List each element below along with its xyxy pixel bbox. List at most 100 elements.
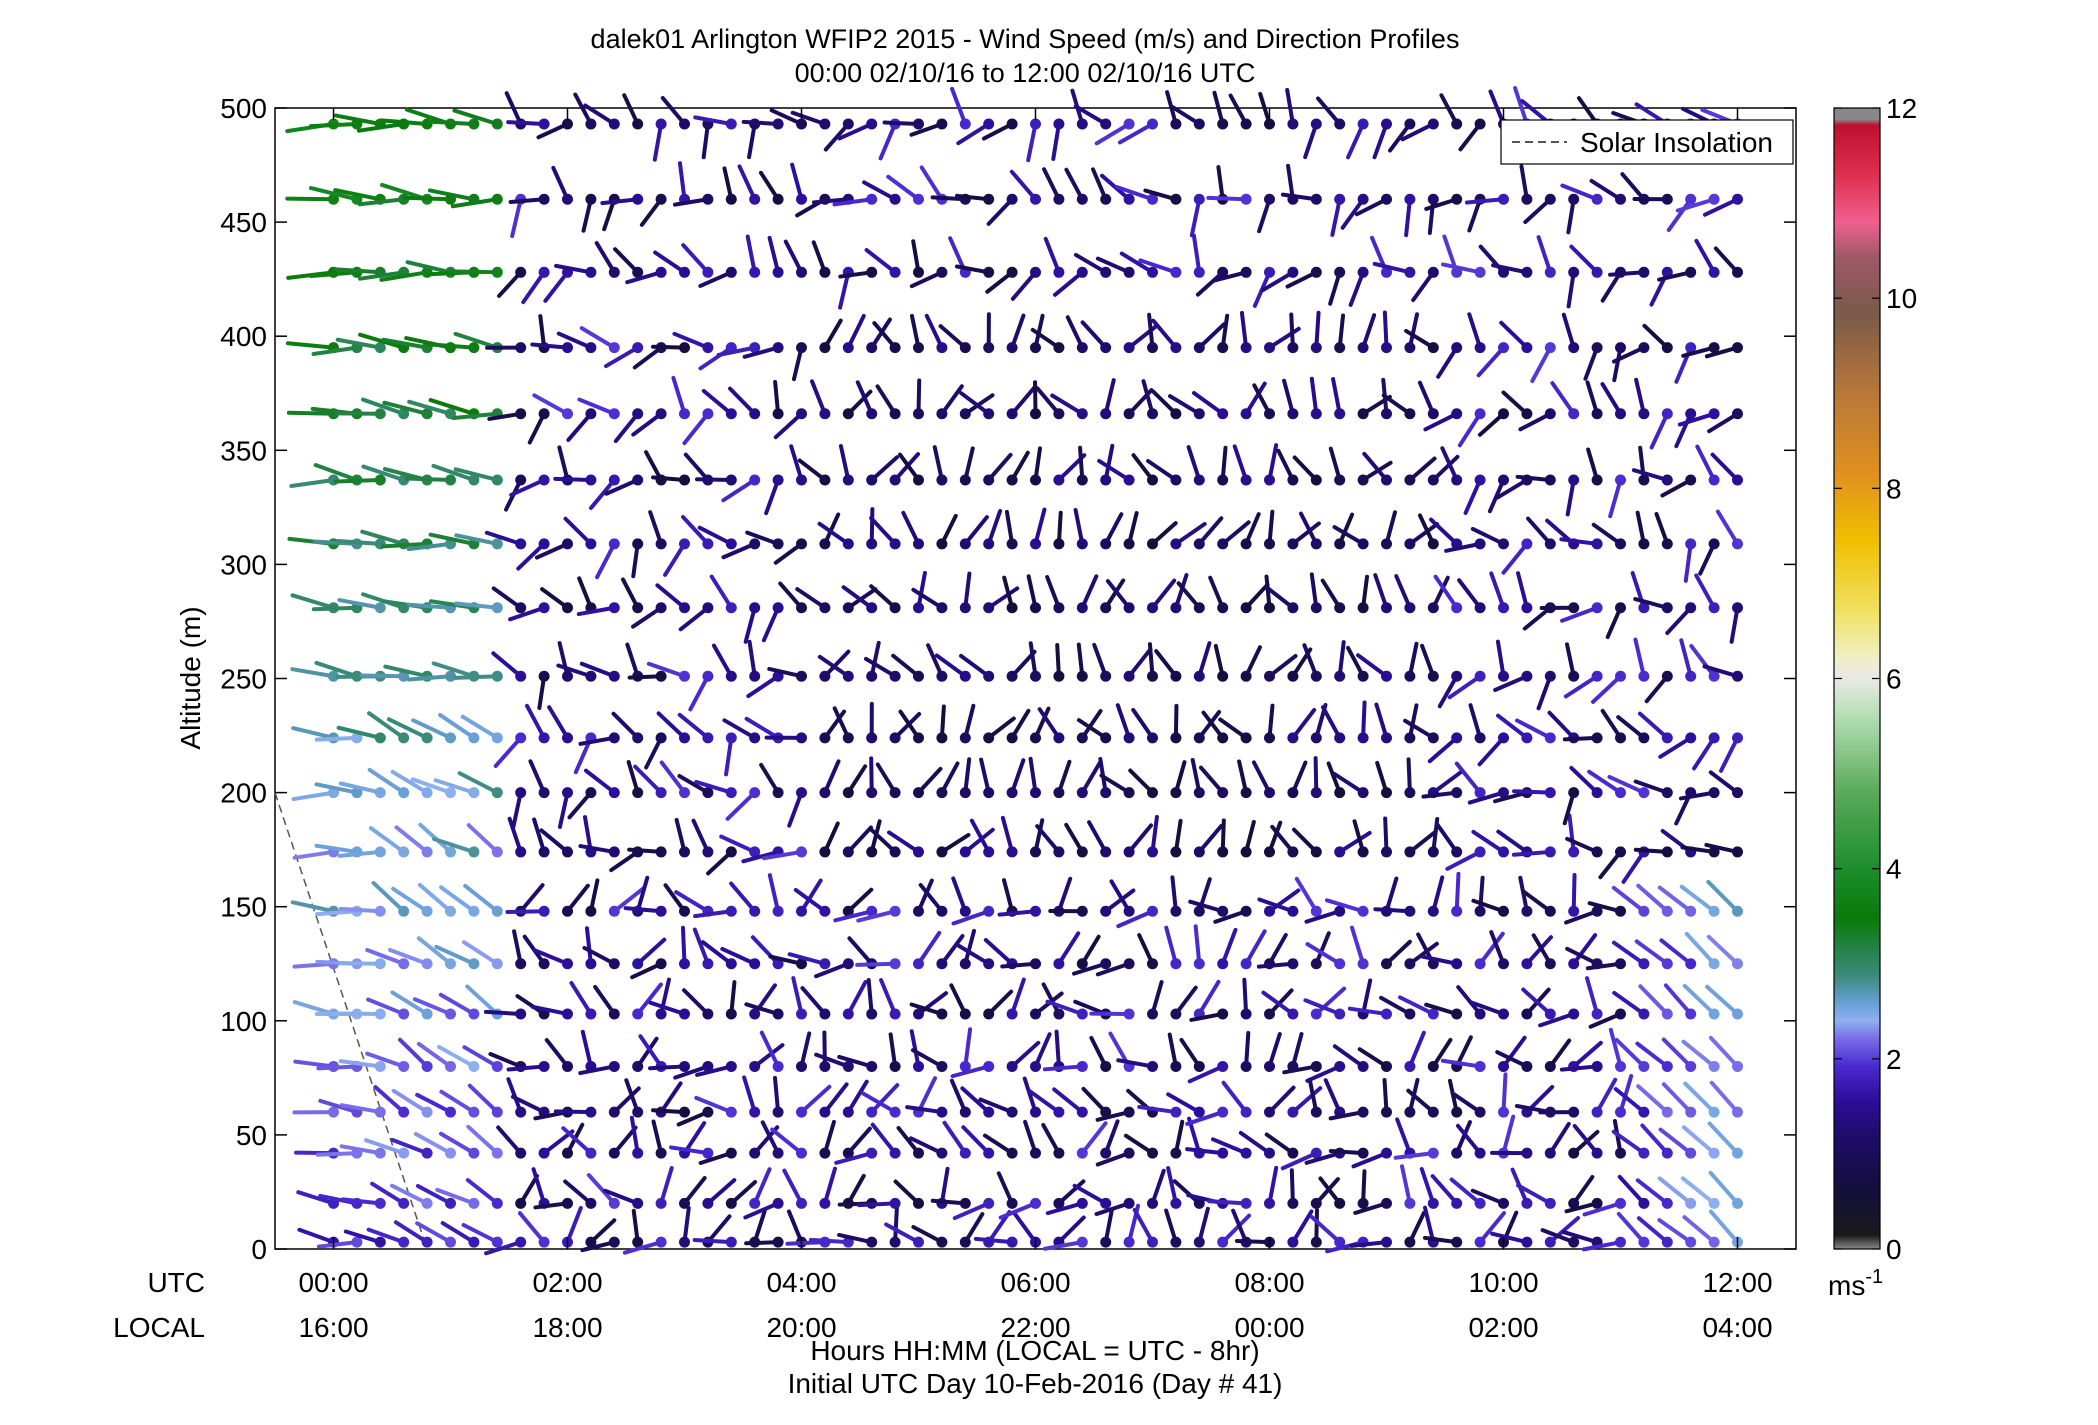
wind-barb-shaft	[716, 345, 757, 358]
wind-barb-point	[772, 905, 784, 917]
wind-barb-shaft	[837, 1054, 874, 1069]
wind-barb-point	[1732, 602, 1743, 614]
wind-barb-shaft	[1407, 312, 1420, 350]
wind-barb-point	[608, 732, 620, 744]
wind-barb-point	[421, 1106, 433, 1118]
wind-barb-point	[1638, 408, 1650, 420]
wind-barb-shaft	[773, 411, 804, 440]
colorbar-tick-label: 10	[1886, 283, 1917, 314]
wind-barb-point	[1381, 118, 1392, 130]
wind-barb-shaft	[629, 1115, 640, 1156]
wind-barb-point	[1708, 193, 1720, 205]
wind-barb-shaft	[720, 946, 757, 966]
wind-barb-shaft	[1041, 982, 1061, 1016]
wind-barb-point	[959, 1197, 971, 1209]
wind-barb-point	[1661, 846, 1673, 858]
wind-barb-shaft	[440, 1221, 476, 1245]
wind-barb-point	[374, 408, 386, 420]
wind-barb-point	[1685, 408, 1697, 420]
wind-barb-shaft	[1131, 707, 1155, 740]
wind-barb-point	[468, 732, 480, 744]
wind-barb-point	[1544, 342, 1556, 354]
wind-barb-shaft	[622, 1240, 664, 1255]
wind-barb-shaft	[1611, 885, 1646, 914]
wind-barb-shaft	[1267, 932, 1288, 966]
wind-barb-shaft	[1173, 521, 1207, 546]
wind-barb-point	[374, 1008, 386, 1020]
wind-barb-point	[1076, 193, 1088, 205]
wind-barb-shaft	[1050, 393, 1085, 416]
wind-barb-point	[913, 905, 924, 917]
wind-barb-point	[1685, 193, 1697, 205]
wind-barb-shaft	[1166, 1092, 1202, 1115]
wind-barb-point	[1287, 1008, 1299, 1020]
wind-barb-shaft	[1450, 1091, 1483, 1115]
wind-barb-point	[1568, 266, 1580, 278]
wind-barb-shaft	[998, 1201, 1038, 1220]
wind-barb-point	[1240, 846, 1252, 858]
wind-barb-shaft	[1348, 270, 1366, 307]
wind-barb-point	[398, 1060, 410, 1072]
wind-barb-shaft	[1150, 578, 1177, 610]
wind-barb-shaft	[846, 825, 873, 854]
wind-barb-shaft	[290, 900, 336, 914]
wind-barb-point	[374, 1197, 386, 1209]
wind-barb-shaft	[910, 1048, 944, 1069]
wind-barb-point	[1732, 266, 1743, 278]
wind-barb-shaft	[822, 1030, 827, 1069]
wind-barb-shaft	[1683, 541, 1693, 583]
wind-barb-shaft	[1211, 270, 1249, 283]
wind-barb-point	[562, 538, 573, 550]
wind-barb-point	[679, 1106, 690, 1118]
wind-barb-point	[1357, 193, 1369, 205]
wind-barb-shaft	[367, 767, 406, 795]
wind-barb-shaft	[838, 444, 851, 482]
wind-barb-point	[1076, 1008, 1088, 1020]
wind-barb-point	[445, 1106, 456, 1118]
wind-barb-point	[959, 787, 971, 799]
wind-barb-point	[538, 474, 550, 486]
wind-barb-point	[1264, 193, 1275, 205]
wind-barb-point	[1732, 846, 1743, 858]
wind-barb-shaft	[793, 887, 827, 914]
wind-barb-shaft	[745, 234, 757, 275]
wind-barb-point	[1638, 1060, 1650, 1072]
wind-barb-shaft	[1569, 244, 1600, 275]
wind-barb-shaft	[869, 1083, 900, 1115]
wind-barb-shaft	[1172, 1179, 1202, 1206]
wind-barb-point	[1264, 602, 1275, 614]
wind-barb-point	[328, 1106, 339, 1118]
wind-barb-point	[1240, 266, 1252, 278]
wind-barb-point	[959, 1236, 971, 1248]
wind-barb-point	[515, 1106, 527, 1118]
wind-barb-shaft	[1563, 674, 1600, 699]
wind-barb-point	[421, 732, 433, 744]
wind-barb-shaft	[1290, 707, 1317, 740]
wind-barb-point	[468, 342, 480, 354]
wind-barb-point	[585, 1106, 597, 1118]
wind-barb-shaft	[1056, 876, 1073, 914]
wind-barb-shaft	[1116, 1058, 1155, 1069]
wind-barb-point	[913, 538, 924, 550]
wind-barb-point	[374, 342, 386, 354]
wind-barb-point	[842, 602, 854, 614]
wind-barb-shaft	[448, 269, 500, 275]
wind-barb-shaft	[1000, 815, 1015, 854]
wind-barb-shaft	[1195, 270, 1225, 297]
wind-barb-point	[1498, 787, 1509, 799]
x-tick-label-utc: 12:00	[1702, 1267, 1772, 1298]
wind-barb-point	[632, 1106, 644, 1118]
wind-barb-shaft	[1457, 411, 1483, 448]
wind-barb-point	[725, 1236, 737, 1248]
wind-barb-point	[819, 1197, 831, 1209]
wind-barb-shaft	[916, 878, 934, 914]
wind-barb-point	[538, 266, 550, 278]
wind-barb-point	[1193, 905, 1205, 917]
wind-barb-shaft	[333, 267, 383, 275]
wind-barb-shaft	[364, 1138, 406, 1156]
wind-barb-point	[913, 958, 924, 970]
wind-barb-shaft	[553, 476, 593, 482]
wind-barb-point	[1474, 846, 1486, 858]
wind-barb-point	[491, 670, 503, 682]
